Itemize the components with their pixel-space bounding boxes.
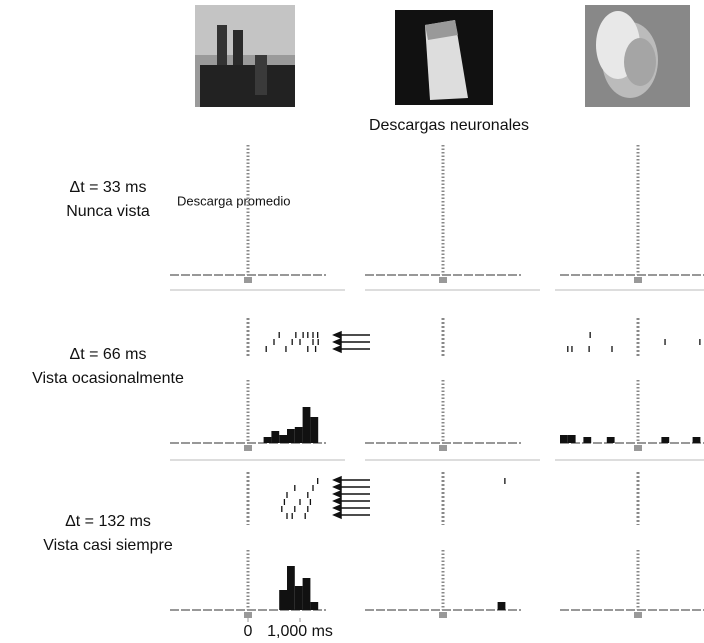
hist-bar (279, 435, 287, 443)
arrows (334, 332, 370, 518)
photo-face (585, 5, 690, 107)
hist-bar (560, 435, 568, 443)
x-tick-label: 1,000 ms (267, 623, 333, 640)
delta-label: Δt = 66 ms (70, 346, 147, 363)
delta-label: Δt = 33 ms (70, 179, 147, 196)
hist-bar (661, 437, 669, 443)
photo-skyline (195, 5, 295, 107)
x-tick-label: 0 (244, 623, 253, 640)
zero-marker (244, 445, 252, 451)
zero-marker (634, 445, 642, 451)
condition-label: Vista casi siempre (43, 537, 173, 554)
zero-marker (439, 445, 447, 451)
hist-bar (583, 437, 591, 443)
zero-marker (634, 277, 642, 283)
hist-bar (287, 429, 295, 443)
hist-bar (287, 566, 295, 610)
title: Descargas neuronales (369, 117, 529, 134)
hist-bar (310, 602, 318, 610)
hist-bar (264, 437, 272, 443)
hist-bar (279, 590, 287, 610)
zero-marker (439, 612, 447, 618)
hist-bar (310, 417, 318, 443)
zero-marker (439, 277, 447, 283)
hist-bar (303, 407, 311, 443)
hist-bar (303, 578, 311, 610)
hist-bar (271, 431, 279, 443)
hist-bar (295, 427, 303, 443)
zero-marker (634, 612, 642, 618)
condition-label: Nunca vista (66, 203, 150, 220)
hist-bar (295, 586, 303, 610)
hist-bar (498, 602, 506, 610)
ylabel: Descarga promedio (177, 193, 290, 208)
condition-label: Vista ocasionalmente (32, 370, 184, 387)
delta-label: Δt = 132 ms (65, 513, 151, 530)
figure: Descargas neuronales Descarga promedio Δ… (0, 0, 704, 643)
zero-marker (244, 277, 252, 283)
zero-marker (244, 612, 252, 618)
photo-tower (395, 10, 493, 105)
page: Descargas neuronales Descarga promedio Δ… (0, 0, 704, 643)
hist-bar (693, 437, 701, 443)
hist-bar (568, 435, 576, 443)
hist-bar (607, 437, 615, 443)
